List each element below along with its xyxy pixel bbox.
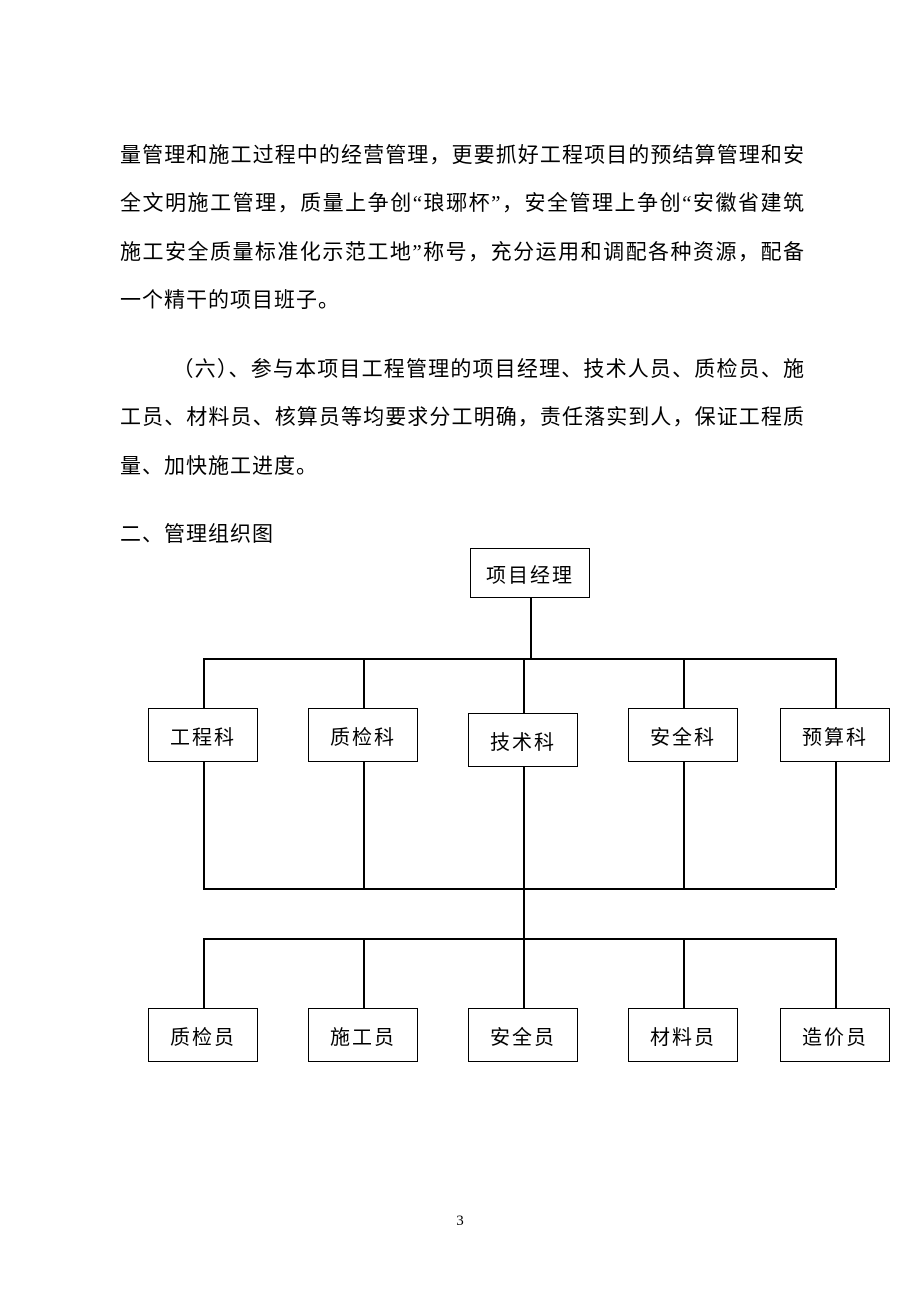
- paragraph-2: （六）、参与本项目工程管理的项目经理、技术人员、质检员、施工员、材料员、核算员等…: [120, 345, 805, 490]
- org-chart-node-d1: 工程科: [148, 708, 258, 762]
- org-chart-edge: [203, 762, 205, 888]
- org-chart-node-r5: 造价员: [780, 1008, 890, 1062]
- org-chart-edge: [530, 598, 532, 658]
- org-chart-edge: [203, 938, 835, 940]
- org-chart-edge: [203, 658, 205, 708]
- org-chart-node-r2: 施工员: [308, 1008, 418, 1062]
- org-chart-edge: [523, 938, 525, 1008]
- org-chart-node-d2: 质检科: [308, 708, 418, 762]
- org-chart-node-r1: 质检员: [148, 1008, 258, 1062]
- org-chart-node-root: 项目经理: [470, 548, 590, 598]
- org-chart-node-d5: 预算科: [780, 708, 890, 762]
- org-chart-node-r4: 材料员: [628, 1008, 738, 1062]
- org-chart-edge: [835, 762, 837, 888]
- org-chart-edge: [523, 888, 525, 938]
- org-chart-edge: [835, 658, 837, 708]
- org-chart-node-d4: 安全科: [628, 708, 738, 762]
- org-chart-edge: [683, 762, 685, 888]
- org-chart-edge: [835, 938, 837, 1008]
- paragraph-1: 量管理和施工过程中的经营管理，更要抓好工程项目的预结算管理和安全文明施工管理，质…: [120, 131, 805, 324]
- org-chart-edge: [683, 658, 685, 708]
- section-heading: 二、管理组织图: [120, 518, 805, 548]
- org-chart-edge: [363, 762, 365, 888]
- org-chart-node-r3: 安全员: [468, 1008, 578, 1062]
- org-chart-edge: [363, 938, 365, 1008]
- org-chart-edge: [523, 767, 525, 888]
- page-number: 3: [0, 1213, 920, 1230]
- org-chart: 项目经理工程科质检科技术科安全科预算科质检员施工员安全员材料员造价员: [130, 548, 830, 1108]
- org-chart-edge: [523, 658, 525, 713]
- org-chart-edge: [363, 658, 365, 708]
- org-chart-edge: [203, 888, 835, 890]
- org-chart-edge: [203, 938, 205, 1008]
- org-chart-edge: [683, 938, 685, 1008]
- org-chart-node-d3: 技术科: [468, 713, 578, 767]
- document-page: 量管理和施工过程中的经营管理，更要抓好工程项目的预结算管理和安全文明施工管理，质…: [0, 0, 920, 1302]
- org-chart-edge: [203, 658, 835, 660]
